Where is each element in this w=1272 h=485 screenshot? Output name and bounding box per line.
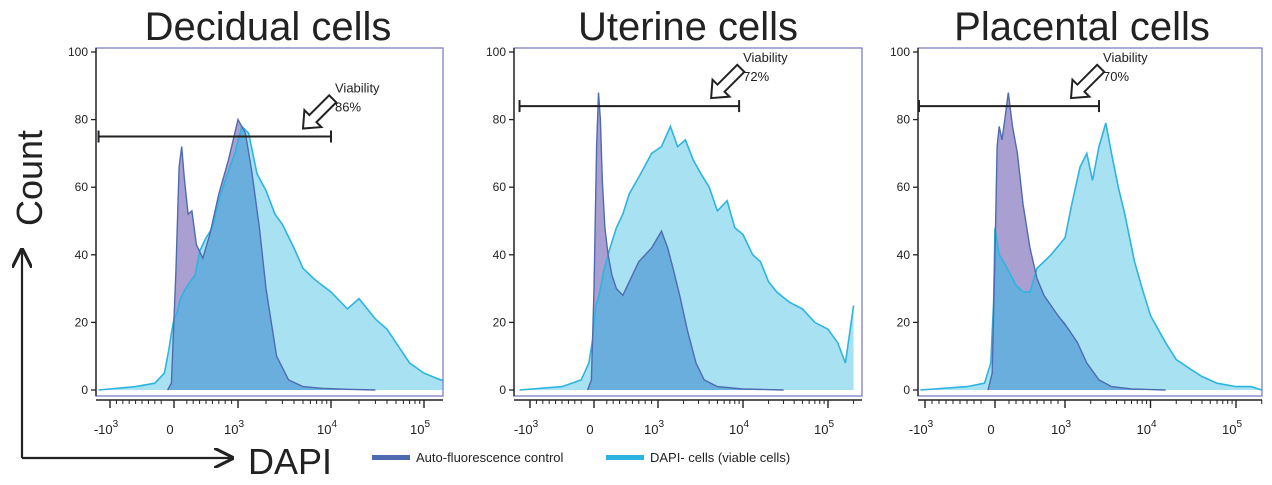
overlap-fill (988, 237, 1166, 390)
y-tick-label: 20 (75, 315, 89, 329)
y-tick-label: 100 (486, 45, 506, 59)
overlap-fill (167, 126, 376, 391)
x-tick-label: 105 (814, 419, 834, 437)
overlap-fill (587, 231, 784, 390)
y-tick-label: 0 (81, 383, 88, 397)
x-tick-label: 0 (586, 422, 593, 437)
x-tick-label: 104 (1136, 419, 1156, 437)
y-tick-label: 80 (75, 113, 89, 127)
y-tick-label: 80 (897, 113, 911, 127)
viability-arrow (1069, 63, 1106, 100)
plot-area (920, 92, 1262, 391)
viability-arrow (710, 63, 746, 100)
y-tick-label: 80 (493, 113, 507, 127)
plot-area (98, 117, 443, 391)
legend-swatch-control (372, 455, 410, 460)
y-tick-label: 100 (68, 45, 88, 59)
viable-histogram-line (519, 124, 855, 391)
panel-decidual: 0 20 40 60 80 100 -103 0 103 104 105 Viability 86% (68, 45, 444, 437)
viability-label: Viability (1103, 50, 1148, 65)
legend-swatch-viable (606, 455, 644, 460)
plot-area (519, 92, 855, 391)
viability-arrow (301, 93, 338, 130)
legend-label-viable: DAPI- cells (viable cells) (650, 450, 790, 465)
viability-label: Viability (335, 81, 380, 96)
x-tick-label: 103 (1051, 419, 1071, 437)
x-axis-label: DAPI (248, 441, 332, 480)
viability-arrow-shape (1069, 63, 1106, 100)
x-tick-label: 0 (987, 422, 994, 437)
viability-value: 70% (1103, 69, 1129, 84)
y-tick-label: 40 (75, 248, 89, 262)
x-tick-label: 104 (729, 419, 749, 437)
panel-title-placental: Placental cells (954, 5, 1210, 49)
x-tick-label: 103 (224, 419, 244, 437)
x-tick-label: -103 (514, 419, 539, 437)
viable-histogram-line (920, 122, 1262, 391)
axis-arrows (22, 250, 232, 458)
control-histogram-line (586, 92, 784, 391)
y-tick-label: 0 (903, 383, 910, 397)
control-histogram-line (166, 117, 376, 391)
y-tick-label: 40 (897, 248, 911, 262)
x-tick-label: 103 (644, 419, 664, 437)
x-tick-label: 104 (317, 419, 337, 437)
x-tick-label: 105 (410, 419, 430, 437)
legend-label-control: Auto-fluorescence control (416, 450, 564, 465)
y-tick-label: 60 (493, 180, 507, 194)
control-histogram-line (987, 92, 1166, 391)
panel-title-decidual: Decidual cells (145, 5, 392, 49)
viability-arrow-shape (710, 63, 746, 100)
viability-value: 72% (743, 69, 769, 84)
x-tick-label: -103 (94, 419, 119, 437)
viability-value: 86% (335, 100, 361, 115)
y-tick-label: 60 (75, 180, 89, 194)
y-tick-label: 0 (499, 383, 506, 397)
panel-title-uterine: Uterine cells (578, 5, 798, 49)
y-axis-label: Count (9, 130, 50, 226)
panel-uterine: 0 20 40 60 80 100 -103 0 103 104 105 Viability 72% (486, 45, 863, 437)
x-tick-label: -103 (909, 419, 934, 437)
panel-placental: 0 20 40 60 80 100 -103 0 103 104 105 Viability 70% (890, 45, 1263, 437)
x-tick-label: 105 (1222, 419, 1242, 437)
y-tick-label: 40 (493, 248, 507, 262)
viability-label: Viability (743, 50, 788, 65)
y-tick-label: 60 (897, 180, 911, 194)
legend: Auto-fluorescence control DAPI- cells (v… (372, 450, 790, 465)
viability-arrow-shape (301, 93, 338, 130)
y-tick-label: 20 (897, 315, 911, 329)
x-tick-label: 0 (166, 422, 173, 437)
y-tick-label: 100 (890, 45, 910, 59)
y-tick-label: 20 (493, 315, 507, 329)
viable-histogram-fill (920, 123, 1262, 390)
